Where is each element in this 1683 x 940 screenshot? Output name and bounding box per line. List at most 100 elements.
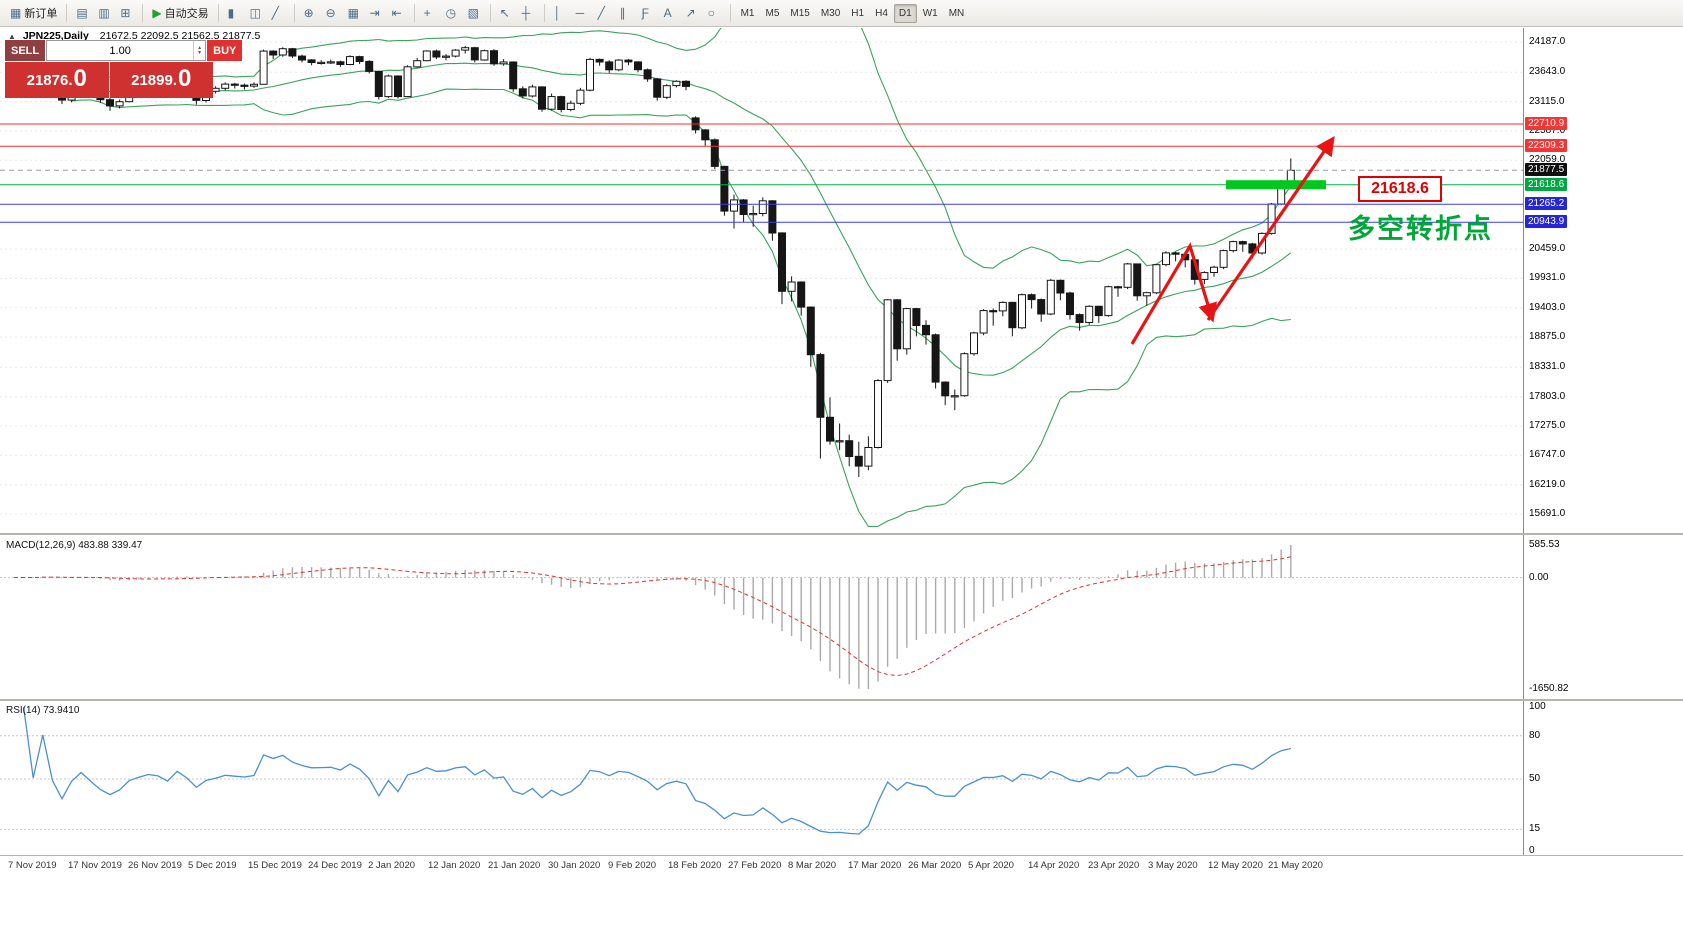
line-chart-button[interactable]: ╱ [268,3,289,24]
toolbar-group: ▦ 新订单 [4,3,63,24]
arrows-tool-button[interactable]: ↗ [682,3,703,24]
bar-chart-icon: ▮ [227,6,235,20]
chart-shift-button[interactable]: ⇤ [388,3,409,24]
data-window-button[interactable]: ▥ [94,3,115,24]
rsi-axis-label: 80 [1529,730,1541,741]
price-tick: 19403.0 [1529,302,1566,313]
auto-scroll-button[interactable]: ⇥ [366,3,387,24]
market-watch-button[interactable]: ▤ [72,3,93,24]
volume-spinner: ▲ ▼ [193,41,205,60]
arrows-tool-icon: ↗ [685,6,696,20]
volume-increase-icon[interactable]: ▲ [197,44,203,51]
price-callout[interactable]: 21618.6 [1358,176,1442,202]
toolbar-group: + ◷ ▧ [418,3,487,24]
macd-axis-label: -1650.82 [1529,683,1569,694]
autotrading-button[interactable]: ▶ 自动交易 [148,3,212,24]
buy-price: 21899. [131,71,178,89]
channel-button[interactable]: ∥ [616,3,637,24]
panel-separator[interactable] [0,533,1683,535]
shapes-button[interactable]: ○ [704,3,725,24]
zoom-in-button[interactable]: ⊕ [300,3,321,24]
timeframe-h4-button[interactable]: H4 [870,4,893,23]
vertical-line-icon: │ [553,6,562,20]
navigator-icon: ⊞ [120,6,131,20]
price-axis[interactable]: 24187.0 23643.0 23115.0 22587.0 22059.0 20459… [1523,28,1683,856]
crosshair-button[interactable]: ┼ [518,3,539,24]
price-tick: 18331.0 [1529,361,1566,372]
toolbar-separator [543,4,545,22]
candlestick-chart[interactable] [0,28,1523,533]
toolbar-separator [489,4,491,22]
volume-decrease-icon[interactable]: ▼ [197,49,203,56]
text-label-icon: A [663,6,672,20]
periods-button[interactable]: ◷ [442,3,463,24]
macd-axis-label: 585.53 [1529,539,1560,550]
new-order-button[interactable]: ▦ 新订单 [6,3,61,24]
rsi-panel[interactable] [0,703,1523,855]
price-tick: 15691.0 [1529,508,1566,519]
crosshair-icon: ┼ [521,6,531,20]
horizontal-line-icon: ─ [575,6,585,20]
cursor-button[interactable]: ↖ [496,3,517,24]
horizontal-line-button[interactable]: ─ [572,3,593,24]
collapse-icon[interactable]: ▲ [8,32,16,41]
date-tick: 9 Feb 2020 [608,860,657,871]
sell-price-tile[interactable]: 21876. 0 [5,62,109,98]
zoom-out-button[interactable]: ⊖ [322,3,343,24]
macd-panel[interactable] [0,537,1523,697]
sell-button[interactable]: SELL [5,40,46,61]
toolbar-group: ⊕ ⊖ ▦ ⇥ ⇤ [298,3,411,24]
timeframe-w1-button[interactable]: W1 [918,4,943,23]
chart-shift-icon: ⇤ [391,6,402,20]
date-tick: 8 Mar 2020 [788,860,837,871]
toolbar: ▦ 新订单 ▤ ▥ ⊞ ▶ 自动交易 ▮ ◫ ╱ ⊕ ⊖ ▦ ⇥ ⇤ + ◷ ▧ ↖ ┼ │ ─ ╱ ∥ Ƒ A ↗ ○ M1 M5 M15… [0,0,1683,27]
date-tick: 2 Jan 2020 [368,860,416,871]
price-marker: 21265.2 [1525,197,1568,210]
timeframe-m15-button[interactable]: M15 [785,4,814,23]
date-tick: 3 May 2020 [1148,860,1198,871]
chart-ohlc-values: 21672.5 22092.5 21562.5 21877.5 [99,30,261,42]
buy-price-tile[interactable]: 21899. 0 [109,62,213,98]
vertical-line-button[interactable]: │ [550,3,571,24]
templates-button[interactable]: ▧ [464,3,485,24]
tile-windows-button[interactable]: ▦ [344,3,365,24]
data-window-icon: ▥ [98,6,110,20]
timeframe-m5-button[interactable]: M5 [760,4,784,23]
volume-input[interactable] [47,41,194,60]
toolbar-group: ▮ ◫ ╱ [222,3,291,24]
periods-icon: ◷ [445,6,457,20]
trendline-button[interactable]: ╱ [594,3,615,24]
turning-point-label[interactable]: 多空转折点 [1348,214,1493,244]
timeframe-h1-button[interactable]: H1 [846,4,869,23]
date-tick: 21 May 2020 [1268,860,1323,871]
panel-separator[interactable] [0,699,1683,701]
timeframe-m30-button[interactable]: M30 [816,4,845,23]
toolbar-group: ↖ ┼ [494,3,541,24]
panel-separator[interactable] [0,855,1683,856]
bar-chart-button[interactable]: ▮ [224,3,245,24]
fibonacci-button[interactable]: Ƒ [638,3,659,24]
navigator-button[interactable]: ⊞ [116,3,137,24]
autotrading-icon: ▶ [152,6,162,20]
indicators-button[interactable]: + [420,3,441,24]
rsi-indicator-label: RSI(14) 73.9410 [6,705,80,716]
indicators-icon: + [423,6,431,20]
price-tick: 16747.0 [1529,449,1566,460]
toolbar-separator [729,4,731,22]
cursor-icon: ↖ [499,6,510,20]
macd-indicator-label: MACD(12,26,9) 483.88 339.47 [6,540,143,551]
timeframe-mn-button[interactable]: MN [944,4,970,23]
timeframe-d1-button[interactable]: D1 [893,3,917,23]
zoom-in-icon: ⊕ [303,6,314,20]
buy-button[interactable]: BUY [207,40,243,61]
date-axis[interactable]: 7 Nov 2019 17 Nov 2019 26 Nov 2019 5 Dec 20… [0,857,1523,877]
channel-icon: ∥ [619,6,626,20]
rsi-axis-label: 50 [1529,773,1541,784]
text-label-button[interactable]: A [660,3,681,24]
buy-price-big-digit: 0 [178,64,192,92]
candlestick-mode-button[interactable]: ◫ [246,3,267,24]
price-tick: 17803.0 [1529,391,1566,402]
date-tick: 26 Nov 2019 [128,860,182,871]
timeframe-m1-button[interactable]: M1 [736,4,760,23]
